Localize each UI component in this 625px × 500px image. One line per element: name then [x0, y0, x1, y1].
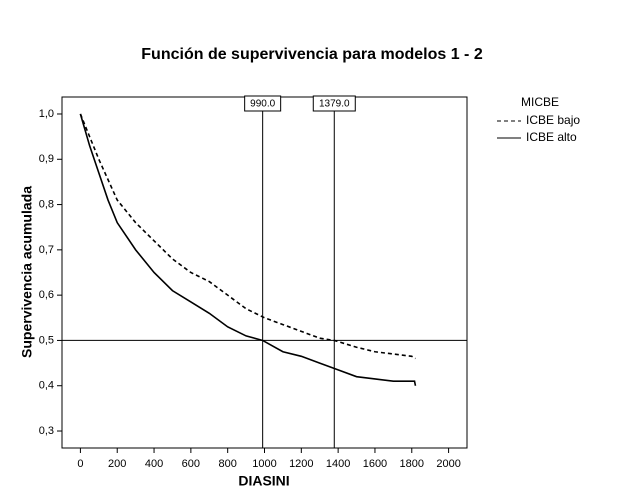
legend-label: ICBE bajo: [526, 113, 580, 127]
legend-title: MICBE: [521, 95, 559, 109]
x-tick-label: 1000: [252, 458, 276, 470]
y-tick-label: 0,4: [39, 380, 54, 392]
y-tick-label: 0,7: [39, 244, 54, 256]
x-axis-title: DIASINI: [238, 473, 289, 489]
reference-label-box: [312, 95, 356, 112]
reference-label: 1379.0: [319, 99, 350, 110]
y-tick-label: 0,3: [39, 425, 54, 437]
survival-curve: [79, 113, 416, 360]
x-tick-label: 0: [77, 458, 83, 470]
y-tick-label: 0,6: [39, 289, 54, 301]
y-tick-label: 1,0: [39, 108, 54, 120]
survival-curve: [79, 113, 417, 386]
y-tick-label: 0,8: [39, 198, 54, 210]
legend-label: ICBE alto: [526, 130, 577, 144]
x-tick-label: 1600: [363, 458, 387, 470]
x-tick-label: 600: [182, 458, 200, 470]
x-tick-label: 1400: [326, 458, 350, 470]
y-axis-title: Supervivencia acumulada: [19, 186, 35, 358]
x-tick-label: 400: [145, 458, 163, 470]
x-tick-label: 1200: [289, 458, 313, 470]
chart-title: Función de supervivencia para modelos 1 …: [141, 46, 483, 63]
x-tick-label: 2000: [436, 458, 460, 470]
reference-label-box: [244, 95, 282, 112]
y-tick-label: 0,9: [39, 153, 54, 165]
x-tick-label: 200: [108, 458, 126, 470]
x-tick-label: 1800: [400, 458, 424, 470]
reference-label: 990.0: [250, 99, 275, 110]
y-tick-label: 0,5: [39, 334, 54, 346]
x-tick-label: 800: [219, 458, 237, 470]
